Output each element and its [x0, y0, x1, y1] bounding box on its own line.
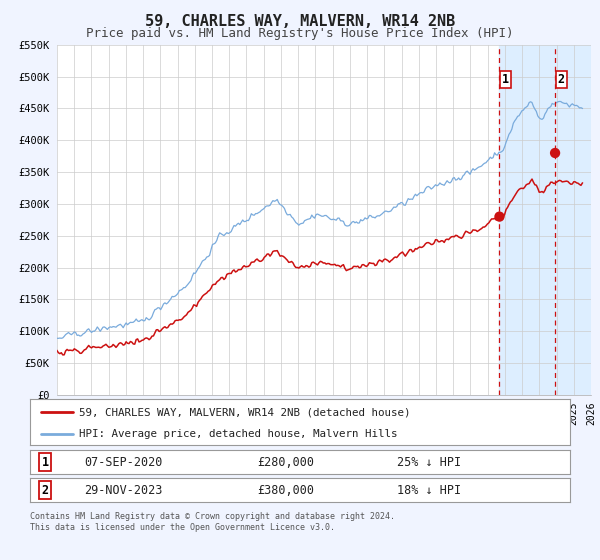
Text: 59, CHARLES WAY, MALVERN, WR14 2NB: 59, CHARLES WAY, MALVERN, WR14 2NB	[145, 14, 455, 29]
Text: 07-SEP-2020: 07-SEP-2020	[84, 456, 163, 469]
Bar	[499, 45, 600, 395]
Text: 59, CHARLES WAY, MALVERN, WR14 2NB (detached house): 59, CHARLES WAY, MALVERN, WR14 2NB (deta…	[79, 407, 410, 417]
Text: Contains HM Land Registry data © Crown copyright and database right 2024.
This d: Contains HM Land Registry data © Crown c…	[30, 512, 395, 532]
Text: £380,000: £380,000	[257, 484, 314, 497]
Text: 25% ↓ HPI: 25% ↓ HPI	[397, 456, 461, 469]
Text: 18% ↓ HPI: 18% ↓ HPI	[397, 484, 461, 497]
Text: £280,000: £280,000	[257, 456, 314, 469]
Point	[550, 148, 560, 157]
Text: 1: 1	[502, 73, 509, 86]
Text: Price paid vs. HM Land Registry's House Price Index (HPI): Price paid vs. HM Land Registry's House …	[86, 27, 514, 40]
Text: 1: 1	[41, 456, 49, 469]
Text: 2: 2	[41, 484, 49, 497]
Point	[494, 212, 504, 221]
Text: 29-NOV-2023: 29-NOV-2023	[84, 484, 163, 497]
Text: 2: 2	[557, 73, 565, 86]
Text: HPI: Average price, detached house, Malvern Hills: HPI: Average price, detached house, Malv…	[79, 429, 397, 438]
